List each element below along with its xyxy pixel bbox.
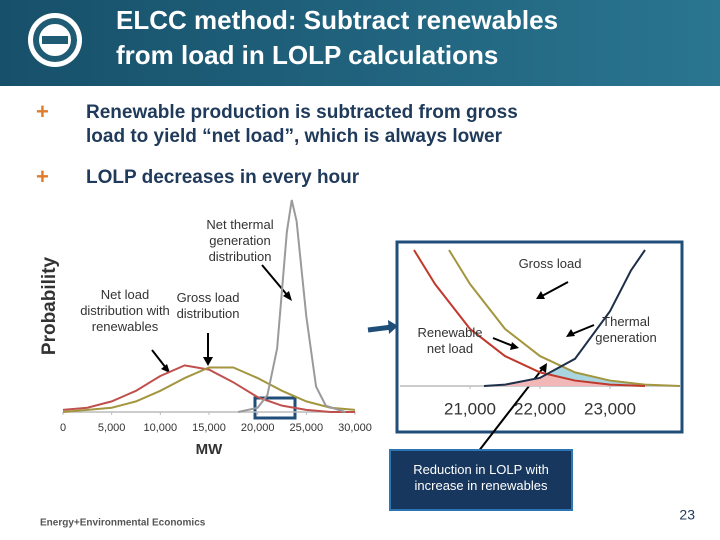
inset-frame <box>395 240 684 434</box>
bullet-icon: + <box>36 164 49 189</box>
x-tick-label: 20,000 <box>241 422 275 434</box>
series-label: Renewable net load <box>417 325 483 356</box>
x-tick-label: 22,000 <box>514 399 566 418</box>
x-tick-label: 25,000 <box>290 422 324 434</box>
series-label: Thermal generation <box>595 314 657 345</box>
logo-bar <box>42 36 68 44</box>
series-label: Gross load <box>518 256 582 271</box>
series-line <box>448 249 681 387</box>
series-label: Net thermal generation distribution <box>206 217 274 264</box>
series-line <box>62 366 356 413</box>
footer-company: Energy+Environmental Economics <box>40 518 206 529</box>
series-label: Gross load distribution <box>176 290 240 321</box>
title-line: from load in LOLP calculations <box>116 40 498 70</box>
zoom-arrow <box>367 324 393 333</box>
series-line <box>413 249 646 387</box>
series-line <box>62 364 355 413</box>
callout-box <box>389 449 573 511</box>
zoom-box <box>253 396 297 420</box>
x-tick-label: 15,000 <box>192 422 226 434</box>
logo-ring <box>33 18 77 62</box>
series-line <box>237 199 346 413</box>
title-line: ELCC method: Subtract renewables <box>116 5 558 35</box>
header-bar <box>0 0 720 86</box>
zoom-arrow-head <box>388 320 398 334</box>
pointer-arrow-heads <box>161 291 575 373</box>
x-axis-title: MW <box>196 441 223 458</box>
bullet-text: load to yield “net load”, which is alway… <box>86 126 503 147</box>
series-label: Net load distribution with renewables <box>80 287 170 334</box>
x-tick-label: 10,000 <box>144 422 178 434</box>
x-tick-label: 0 <box>60 422 66 434</box>
pointer-arrows <box>151 264 595 453</box>
bullet-icon: + <box>36 99 49 124</box>
x-tick-label: 21,000 <box>444 399 496 418</box>
annotation: Reduction in LOLP with increase in renew… <box>413 462 549 493</box>
bullet-text: LOLP decreases in every hour <box>86 167 360 188</box>
x-tick-label: 23,000 <box>584 399 636 418</box>
chart: 0 5,000 10,000 15,000 20,000 25,000 30,000 MW Pr… <box>39 199 372 458</box>
bullet-text: Renewable production is subtracted from … <box>86 102 518 123</box>
page-number: 23 <box>679 507 695 523</box>
series-line <box>483 249 646 387</box>
x-tick-label: 30,000 <box>338 422 372 434</box>
y-axis-title: Probability <box>39 256 60 355</box>
x-tick-label: 5,000 <box>98 422 126 434</box>
